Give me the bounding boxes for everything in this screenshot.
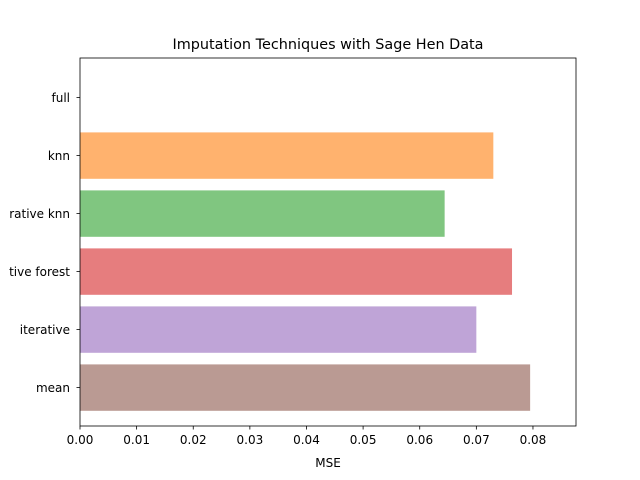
bar-5 xyxy=(80,364,531,411)
y-tick-label: knn xyxy=(48,149,70,163)
x-tick-label: 0.04 xyxy=(293,433,320,447)
x-tick-label: 0.07 xyxy=(463,433,490,447)
bar-4 xyxy=(80,306,477,353)
x-tick-label: 0.03 xyxy=(237,433,264,447)
x-tick-label: 0.01 xyxy=(123,433,150,447)
x-tick-label: 0.08 xyxy=(520,433,547,447)
y-tick-label: full xyxy=(52,91,71,105)
x-tick-label: 0.00 xyxy=(67,433,94,447)
x-axis-ticks: 0.00 0.01 0.02 0.03 0.04 0.05 0.06 0.07 0.08 xyxy=(67,426,547,447)
y-tick-label: iterative xyxy=(20,323,70,337)
y-tick-label: mean xyxy=(36,381,70,395)
bar-1 xyxy=(80,132,494,179)
plot-frame xyxy=(79,57,577,427)
x-axis-label: MSE xyxy=(315,456,341,470)
x-tick-label: 0.05 xyxy=(350,433,377,447)
y-tick-label: tive forest xyxy=(9,265,70,279)
bar-2 xyxy=(80,190,445,237)
bars-group xyxy=(80,132,531,411)
x-tick-label: 0.02 xyxy=(180,433,207,447)
x-tick-label: 0.06 xyxy=(406,433,433,447)
bar-3 xyxy=(80,248,513,295)
y-tick-label: rative knn xyxy=(9,207,70,221)
chart-title: Imputation Techniques with Sage Hen Data xyxy=(173,37,484,53)
y-axis-ticks: full knn rative knn tive forest iterative mea… xyxy=(9,91,80,395)
